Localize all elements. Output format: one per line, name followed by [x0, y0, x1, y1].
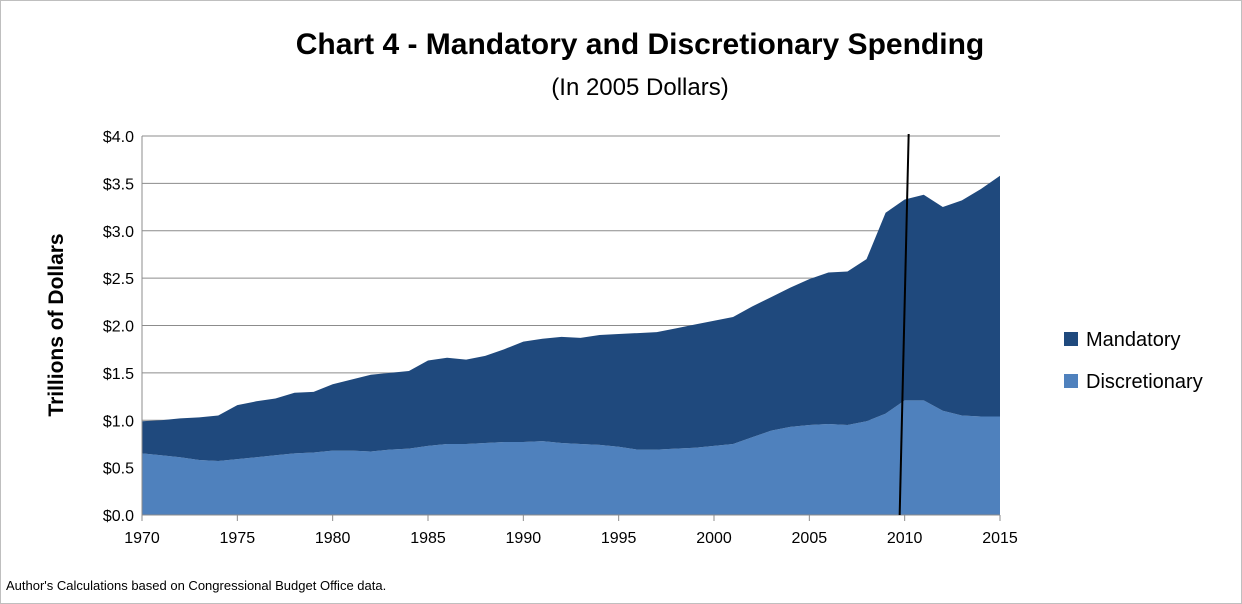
legend-label-mandatory: Mandatory [1086, 329, 1181, 351]
area-mandatory [142, 175, 1000, 461]
chart-title: Chart 4 - Mandatory and Discretionary Sp… [295, 28, 985, 61]
tick-labels: $0.0 $0.5 $1.0 $1.5 $2.0 $2.5 $3.0 $3.5 $4.0 1970… [103, 129, 1018, 547]
y-tick-label: $0.0 [103, 508, 134, 525]
legend-label-discretionary: Discretionary [1086, 371, 1203, 393]
y-tick-label: $3.5 [103, 176, 134, 193]
y-tick-label: $0.5 [103, 461, 134, 478]
y-tick-label: $4.0 [103, 129, 134, 146]
y-tick-label: $2.5 [103, 271, 134, 288]
y-axis-label: Trillions of Dollars [45, 233, 68, 416]
y-tick-label: $3.0 [103, 224, 134, 241]
x-tick-label: 1970 [124, 530, 160, 547]
vertical-marker-line [898, 133, 910, 516]
legend: Mandatory Discretionary [1064, 329, 1203, 393]
legend-swatch-mandatory [1064, 332, 1078, 346]
x-tick-label: 2000 [696, 530, 732, 547]
series-areas [142, 175, 1000, 515]
y-tick-label: $1.5 [103, 366, 134, 383]
x-tick-label: 2005 [792, 530, 828, 547]
axes [141, 136, 1001, 521]
legend-swatch-discretionary [1064, 374, 1078, 388]
x-tick-label: 1995 [601, 530, 637, 547]
x-tick-label: 1985 [410, 530, 446, 547]
x-tick-label: 1975 [220, 530, 256, 547]
chart-subtitle: (In 2005 Dollars) [551, 74, 729, 101]
area-discretionary [142, 400, 1000, 515]
annotations [898, 133, 910, 516]
x-tick-label: 1990 [506, 530, 542, 547]
y-tick-label: $1.0 [103, 413, 134, 430]
y-tick-label: $2.0 [103, 319, 134, 336]
source-footnote: Author's Calculations based on Congressi… [6, 578, 387, 593]
x-tick-label: 2010 [887, 530, 923, 547]
x-tick-label: 1980 [315, 530, 351, 547]
x-tick-label: 2015 [982, 530, 1018, 547]
